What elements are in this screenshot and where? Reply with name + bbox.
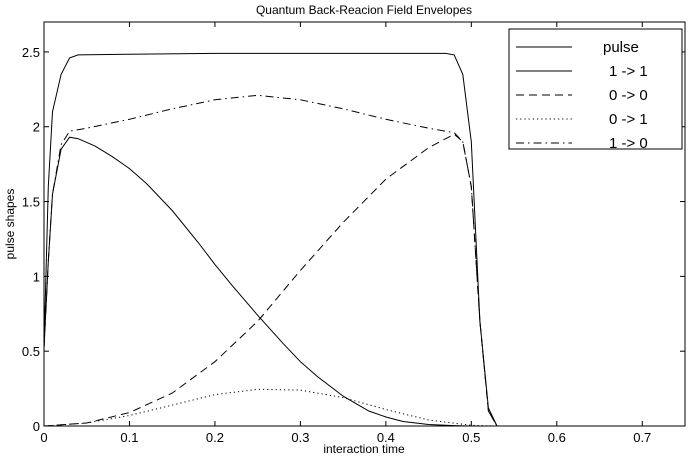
- y-tick-label: 2: [33, 120, 40, 135]
- x-tick-label: 0.6: [548, 430, 566, 445]
- legend-label-4: 1 -> 0: [609, 135, 648, 152]
- legend-label-0: pulse: [603, 39, 639, 56]
- plot-frame: [43, 21, 686, 427]
- y-tick-label: 1: [33, 269, 40, 284]
- y-tick-label: 1.5: [22, 195, 40, 210]
- legend-label-2: 0 -> 0: [609, 87, 648, 104]
- x-tick-label: 0.7: [633, 430, 651, 445]
- x-tick-label: 0: [40, 430, 47, 445]
- chart-title: Quantum Back-Reacion Field Envelopes: [256, 3, 472, 17]
- y-tick-label: 2.5: [22, 45, 40, 60]
- x-axis: 0 0.1 0.2 0.3 0.4 0.5 0.6 0.7: [40, 22, 651, 445]
- legend-box: [508, 28, 683, 150]
- series-line-4: [43, 94, 498, 427]
- legend-label-3: 0 -> 1: [609, 111, 648, 128]
- series-line-2: [43, 133, 498, 427]
- y-tick-label: 0: [33, 419, 40, 434]
- legend-label-1: 1 -> 1: [609, 63, 648, 80]
- series-layer: [43, 52, 498, 427]
- y-tick-label: 0.5: [22, 344, 40, 359]
- y-axis-label: pulse shapes: [3, 189, 17, 260]
- x-tick-label: 0.3: [291, 430, 309, 445]
- x-tick-label: 0.5: [462, 430, 480, 445]
- x-tick-label: 0.2: [206, 430, 224, 445]
- series-line-1: [43, 136, 472, 427]
- x-tick-label: 0.1: [120, 430, 138, 445]
- y-axis: 0 0.5 1 1.5 2 2.5: [22, 45, 685, 434]
- x-tick-label: 0.4: [377, 430, 395, 445]
- legend: pulse 1 -> 1 0 -> 0 0 -> 1 1 -> 0: [508, 28, 683, 152]
- series-line-0: [43, 52, 498, 427]
- x-axis-label: interaction time: [323, 442, 405, 456]
- series-line-3: [43, 388, 498, 427]
